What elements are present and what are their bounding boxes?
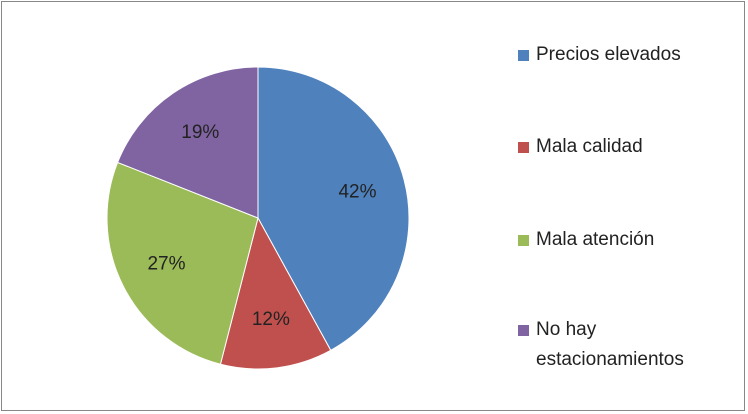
pie-slice	[257, 66, 410, 352]
data-label: 12%	[252, 309, 290, 330]
legend-item: Mala atención	[518, 225, 723, 255]
legend-swatch	[518, 235, 529, 246]
pie-slice	[106, 161, 259, 365]
legend-label: Mala calidad	[536, 136, 643, 157]
legend-swatch	[518, 325, 529, 336]
data-label: 42%	[338, 181, 376, 202]
legend-swatch	[518, 142, 529, 153]
legend-label: Precios elevados	[536, 44, 681, 65]
legend-label: Mala atención	[536, 229, 655, 250]
pie-slice	[219, 216, 332, 370]
data-label: 27%	[147, 254, 185, 275]
legend-label: No hay estacionamientos	[536, 319, 684, 370]
legend-item: Precios elevados	[518, 40, 723, 70]
pie-slice	[116, 66, 259, 219]
legend-item: No hay estacionamientos	[518, 315, 723, 375]
legend-item: Mala calidad	[518, 132, 723, 162]
legend-swatch	[518, 50, 529, 61]
data-label: 19%	[181, 122, 219, 143]
